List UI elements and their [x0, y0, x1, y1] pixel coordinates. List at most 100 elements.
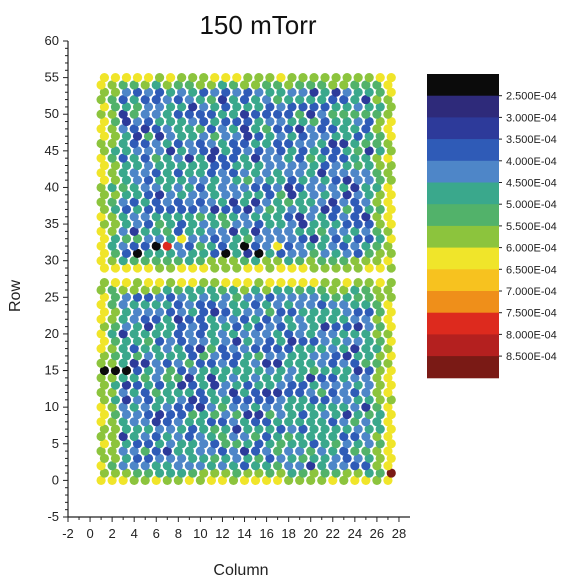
heatmap-cell [250, 329, 261, 339]
heatmap-cell [199, 204, 209, 215]
heatmap-cell [239, 153, 250, 163]
heatmap-cell [151, 329, 161, 339]
heatmap-cell [118, 153, 128, 163]
heatmap-cell [350, 300, 360, 310]
heatmap-cell [184, 402, 194, 412]
heatmap-cell [221, 424, 231, 434]
heatmap-cell [99, 453, 110, 464]
heatmap-cell [364, 102, 374, 112]
heatmap-cell [210, 409, 220, 420]
heatmap-cell [273, 256, 283, 266]
heatmap-cell [372, 387, 382, 398]
heatmap-cell [386, 263, 396, 273]
heatmap-cell [320, 87, 330, 97]
heatmap-cell [188, 424, 198, 434]
heatmap-cell [188, 409, 198, 420]
heatmap-cell [364, 87, 374, 97]
heatmap-cell [188, 102, 198, 112]
heatmap-cell [243, 131, 253, 141]
heatmap-cell [339, 402, 349, 412]
heatmap-cell [265, 190, 275, 200]
heatmap-cell [372, 343, 382, 354]
heatmap-cell [265, 102, 275, 112]
heatmap-cell [140, 197, 150, 207]
heatmap-cell [210, 146, 220, 156]
heatmap-cell [361, 138, 371, 149]
heatmap-cell [166, 351, 176, 361]
heatmap-cell [239, 314, 250, 324]
heatmap-cell [121, 160, 132, 171]
heatmap-cell [143, 380, 154, 390]
heatmap-cell [361, 417, 371, 427]
heatmap-cell [261, 80, 272, 90]
heatmap-cell [177, 204, 187, 215]
heatmap-cell [364, 322, 374, 332]
heatmap-cell [177, 116, 187, 127]
heatmap-cell [110, 409, 121, 420]
heatmap-cell [110, 219, 121, 229]
heatmap-cell [276, 307, 286, 317]
heatmap-cell [298, 351, 308, 361]
heatmap-cell [217, 431, 228, 442]
heatmap-cell [254, 234, 264, 244]
heatmap-cell [276, 234, 286, 244]
heatmap-cell [250, 446, 261, 456]
heatmap-cell [206, 417, 217, 427]
heatmap-cell [339, 358, 349, 368]
heatmap-cell [232, 292, 242, 302]
heatmap-cell [261, 124, 272, 134]
heatmap-cell [121, 190, 132, 200]
heatmap-cell [265, 146, 275, 156]
heatmap-cell [254, 175, 264, 185]
heatmap-cell [339, 182, 349, 193]
heatmap-cell [254, 365, 264, 376]
heatmap-cell [110, 234, 121, 244]
heatmap-cell [361, 80, 371, 90]
heatmap-cell [243, 395, 253, 405]
heatmap-cell [129, 182, 139, 193]
heatmap-cell [151, 314, 161, 324]
heatmap-cell [317, 94, 327, 105]
heatmap-cell [99, 204, 110, 215]
heatmap-cell [320, 234, 330, 244]
heatmap-cell [339, 417, 349, 427]
heatmap-cell [331, 336, 341, 346]
heatmap-cell [386, 468, 396, 478]
heatmap-cell [243, 439, 253, 449]
heatmap-cell [386, 351, 396, 361]
heatmap-cell [331, 322, 341, 332]
heatmap-cell [195, 138, 205, 149]
heatmap-cell [254, 336, 264, 346]
heatmap-cell [287, 131, 297, 141]
heatmap-cell [121, 73, 132, 83]
heatmap-cell [250, 475, 261, 485]
heatmap-cell [210, 322, 220, 332]
heatmap-cell [295, 417, 305, 427]
heatmap-cell [328, 153, 338, 163]
heatmap-cell [129, 168, 139, 178]
heatmap-cell [284, 475, 294, 485]
heatmap-cell [342, 424, 352, 434]
heatmap-cell [166, 307, 176, 317]
heatmap-cell [143, 351, 154, 361]
heatmap-cell [328, 197, 338, 207]
heatmap-cell [361, 329, 371, 339]
heatmap-cell [265, 351, 275, 361]
heatmap-cell [154, 131, 165, 141]
heatmap-cell [254, 219, 264, 229]
heatmap-cell [306, 212, 316, 222]
heatmap-cell [239, 358, 250, 368]
heatmap-cell [306, 358, 316, 368]
heatmap-cell [121, 175, 132, 185]
heatmap-cell [287, 439, 297, 449]
heatmap-cell [118, 256, 128, 266]
heatmap-cell [284, 226, 294, 236]
heatmap-cell [331, 263, 341, 273]
heatmap-cell [195, 343, 205, 354]
heatmap-cell [188, 175, 198, 185]
heatmap-cell [364, 219, 374, 229]
heatmap-cell [243, 336, 253, 346]
heatmap-cell [232, 248, 242, 258]
heatmap-cell [261, 241, 272, 251]
heatmap-cell [162, 461, 172, 471]
